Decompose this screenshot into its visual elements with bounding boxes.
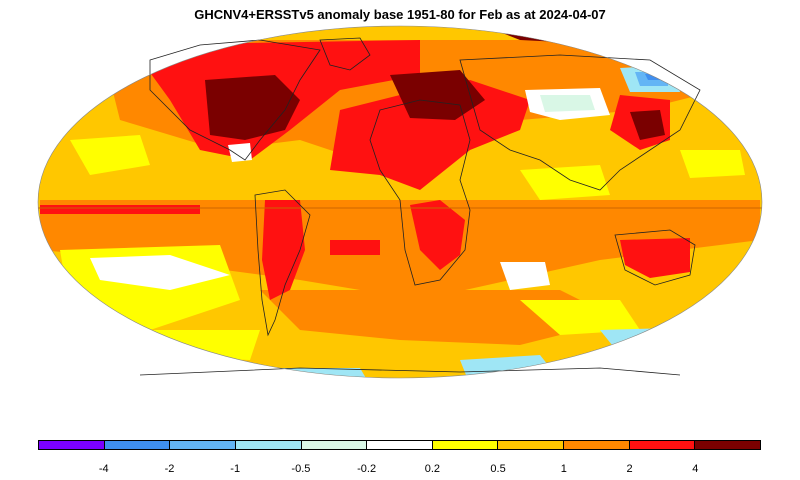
asia-dark-red: [630, 110, 665, 140]
color-scale-tick-label: 4: [692, 463, 699, 475]
color-scale-segment: [39, 441, 105, 449]
africa-red: [410, 200, 465, 270]
europe-dark-red: [390, 70, 485, 120]
pacific-red-strip: [40, 205, 200, 214]
caribbean-white: [228, 143, 252, 162]
color-scale-segment: [301, 441, 368, 449]
color-scale-tick-label: -2: [164, 463, 175, 475]
australia-red: [620, 238, 690, 278]
color-scale-tick-label: -1: [230, 463, 241, 475]
color-scale-tick-label: 0.5: [490, 463, 506, 475]
tropical-orange-band: [40, 200, 760, 300]
indian-ocean-red: [330, 240, 380, 255]
anomaly-map-svg: [37, 25, 763, 379]
north-america-coast: [149, 39, 321, 161]
greenland-coast: [319, 37, 371, 71]
color-scale-segment: [432, 441, 499, 449]
north-pacific-east-yellow: [680, 150, 745, 178]
map-border: [37, 25, 763, 379]
south-america-red: [262, 200, 305, 300]
color-scale-segment: [104, 441, 171, 449]
color-scale-tick-label: 2: [626, 463, 633, 475]
color-scale-tick-label: 0.2: [424, 463, 441, 475]
color-scale-segment: [695, 441, 761, 449]
north-america-dark-red: [205, 75, 300, 140]
color-scale-segment: [235, 441, 302, 449]
color-scale-segment: [367, 441, 433, 449]
color-scale-tick-label: -0.5: [291, 463, 311, 475]
color-scale-tick-label: -0.2: [357, 463, 377, 475]
southern-ocean-cool: [600, 328, 690, 355]
color-scale-segment: [629, 441, 696, 449]
antarctica-coast: [139, 367, 681, 376]
color-scale-segment: [564, 441, 630, 449]
south-pacific-white: [90, 255, 230, 290]
europe-africa-coast: [369, 99, 471, 286]
color-scale-segment: [170, 441, 236, 449]
color-scale-segment: [498, 441, 565, 449]
color-scale-tick-label: 1: [560, 463, 567, 475]
north-pacific-yellow: [70, 135, 150, 175]
map-title: GHCNV4+ERSSTv5 anomaly base 1951-80 for …: [194, 7, 606, 22]
south-indian-yellow: [520, 300, 640, 335]
australia-coast: [614, 229, 696, 286]
south-indian-white: [500, 262, 550, 290]
color-scale-tick-label: -4: [98, 463, 109, 475]
indian-ocean-yellow: [520, 165, 610, 200]
asia-coast: [459, 54, 701, 191]
color-scale-bar: [38, 440, 761, 450]
anomaly-map: [37, 25, 763, 379]
coastlines: [139, 37, 701, 376]
central-asia-pale: [540, 95, 595, 112]
south-america-coast: [254, 189, 311, 337]
anomaly-field: [38, 26, 762, 378]
antarctic-cool: [160, 368, 370, 378]
southern-ocean-yellow: [120, 330, 260, 360]
eurasia-red: [330, 80, 530, 190]
